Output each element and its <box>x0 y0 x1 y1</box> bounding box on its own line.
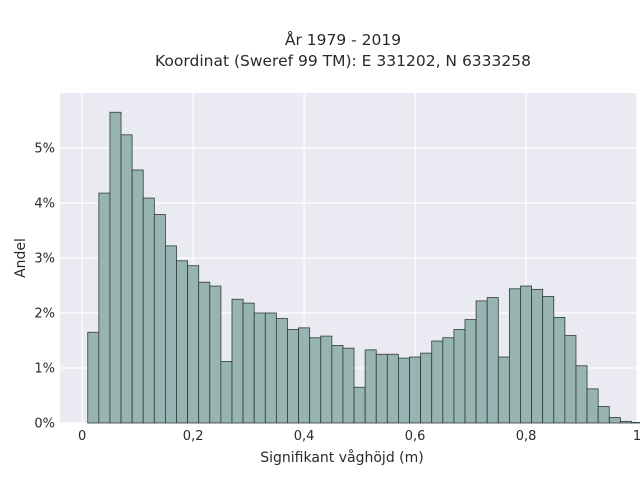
histogram-bar <box>109 111 122 424</box>
histogram-bar <box>542 296 555 424</box>
y-tick-label: 4% <box>34 197 55 212</box>
histogram-bar <box>597 406 610 424</box>
histogram-bar <box>564 335 577 424</box>
histogram-bar <box>586 388 599 424</box>
histogram-bar <box>342 347 355 424</box>
histogram-bar <box>309 337 322 424</box>
x-tick-label: 1 <box>633 429 640 444</box>
chart-title: År 1979 - 2019 <box>285 30 401 49</box>
histogram-bar <box>386 353 399 424</box>
histogram-bar <box>98 192 111 424</box>
histogram-bar <box>608 417 621 424</box>
histogram-bar <box>531 288 544 424</box>
histogram-bar <box>364 349 377 424</box>
histogram-bar <box>375 353 388 424</box>
histogram-bar <box>453 329 466 424</box>
histogram-bar <box>619 420 632 424</box>
x-axis-ticks: 0 0,2 0,4 0,6 0,8 1 <box>78 429 640 444</box>
histogram-bar <box>497 356 510 424</box>
histogram-bar <box>153 214 166 424</box>
histogram-bar <box>231 298 244 424</box>
histogram-bar <box>131 169 144 424</box>
histogram-bar <box>331 345 344 424</box>
y-axis-ticks: 0% 1% 2% 3% 4% 5% <box>34 142 55 432</box>
y-tick-label: 0% <box>34 417 55 432</box>
x-tick-label: 0 <box>78 429 86 444</box>
histogram-bar <box>353 386 366 424</box>
histogram-bar <box>87 331 100 424</box>
histogram-bar <box>520 285 532 424</box>
histogram-bar <box>475 300 488 424</box>
histogram-bar <box>120 134 133 424</box>
histogram-bar <box>398 357 410 424</box>
chart-subtitle: Koordinat (Sweref 99 TM): E 331202, N 63… <box>155 52 531 70</box>
histogram-bar <box>575 365 588 424</box>
y-tick-label: 5% <box>34 142 55 157</box>
y-tick-label: 3% <box>34 252 55 267</box>
histogram-bar <box>253 312 266 424</box>
histogram-bar <box>464 319 477 424</box>
histogram-bar <box>420 352 433 424</box>
histogram-bar <box>320 335 333 424</box>
histogram-bar <box>442 337 455 424</box>
histogram-bar <box>165 245 177 424</box>
histogram-bar <box>209 285 222 424</box>
histogram-bar <box>431 340 444 424</box>
histogram-bar <box>264 312 277 424</box>
histogram-bar <box>287 329 299 424</box>
histogram-bar <box>176 260 189 424</box>
x-tick-label: 0,6 <box>405 429 426 444</box>
histogram-bar <box>631 422 640 424</box>
histogram-bar <box>198 281 211 424</box>
x-tick-label: 0,4 <box>294 429 315 444</box>
histogram-bar <box>409 356 422 424</box>
histogram-bar <box>486 297 499 424</box>
histogram-bar <box>142 197 155 424</box>
histogram-bars <box>87 111 640 424</box>
y-tick-label: 2% <box>34 307 55 322</box>
x-tick-label: 0,8 <box>516 429 537 444</box>
x-axis-label: Signifikant våghöjd (m) <box>260 449 423 466</box>
histogram-bar <box>187 265 200 424</box>
histogram-bar <box>298 327 311 424</box>
y-axis-label: Andel <box>13 238 29 278</box>
histogram-bar <box>275 318 288 424</box>
x-tick-label: 0,2 <box>183 429 204 444</box>
histogram-bar <box>220 360 233 424</box>
histogram-bar <box>553 316 566 424</box>
y-tick-label: 1% <box>34 362 55 377</box>
histogram-bar <box>242 302 255 424</box>
histogram-bar <box>508 288 521 424</box>
